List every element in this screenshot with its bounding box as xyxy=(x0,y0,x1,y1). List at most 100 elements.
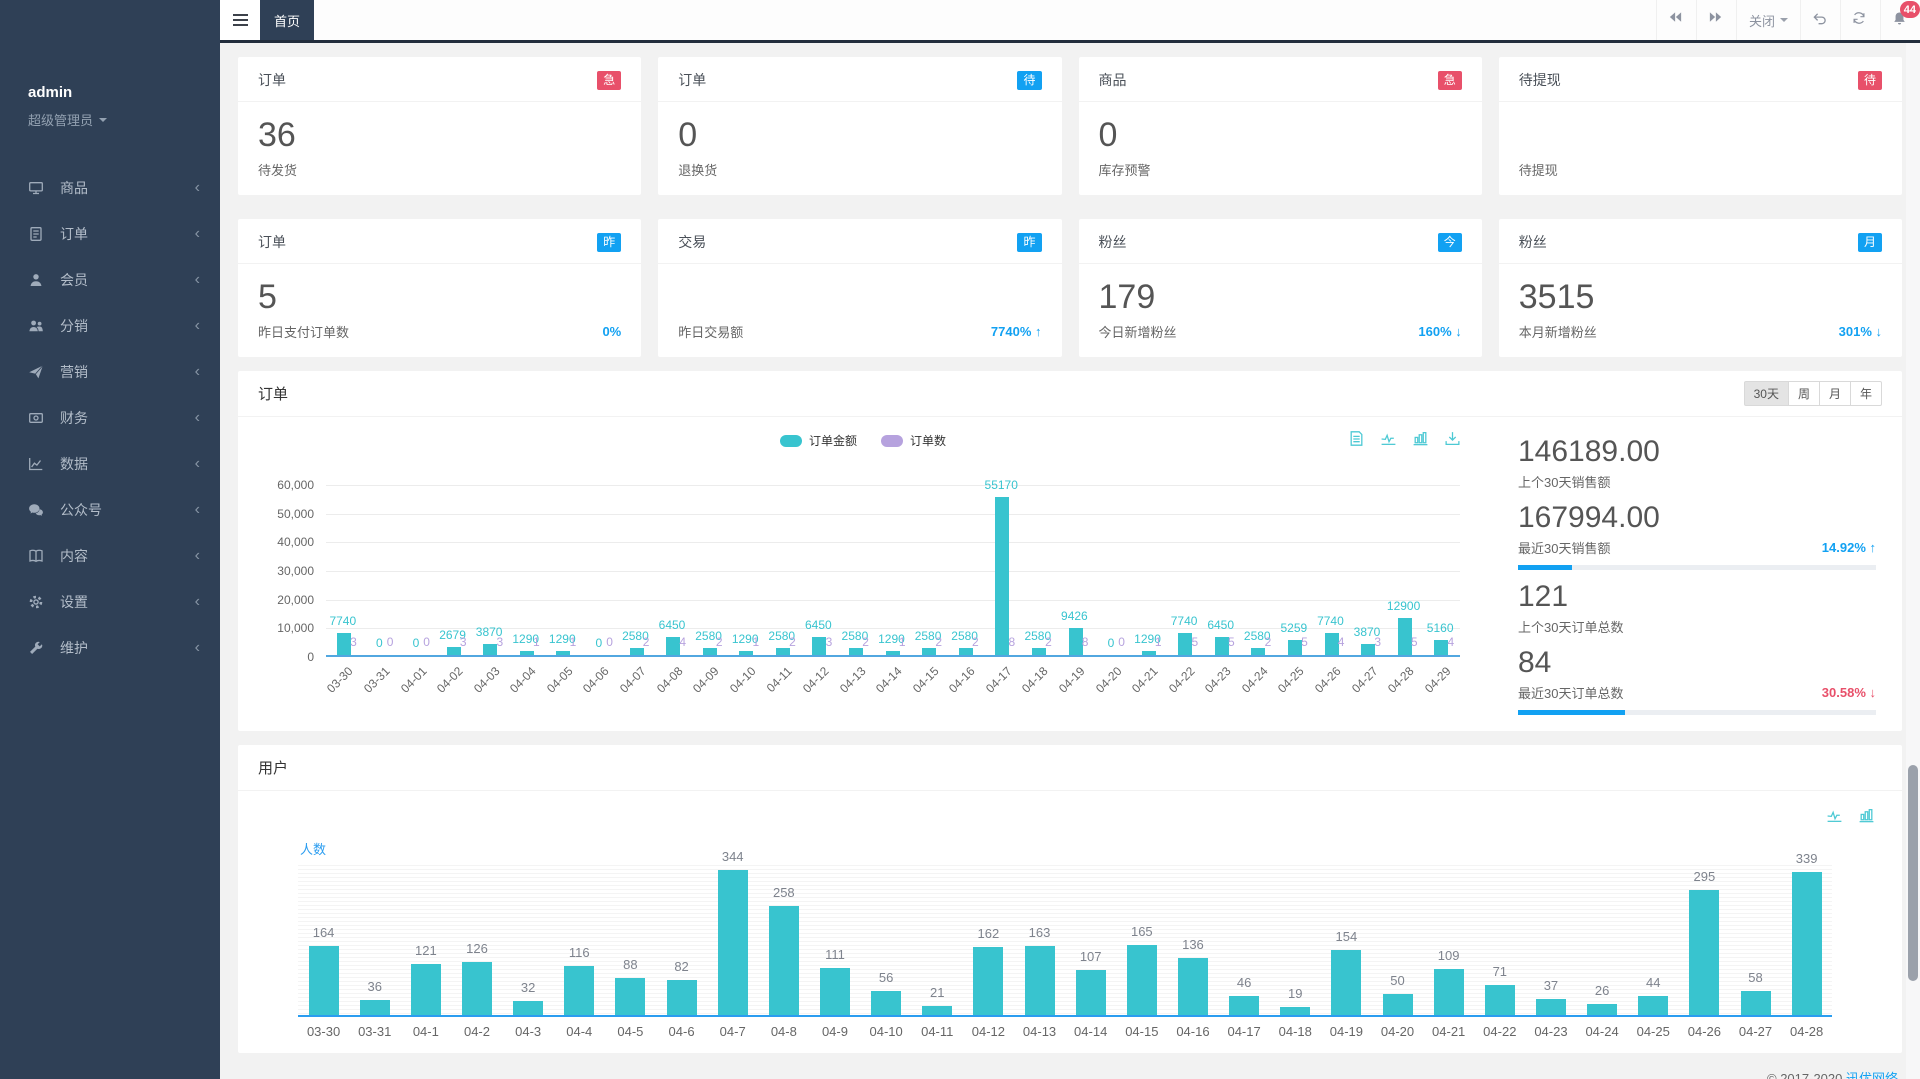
back-button[interactable] xyxy=(1800,0,1840,40)
role-dropdown[interactable]: 超级管理员 xyxy=(28,110,220,129)
order-amount-bar xyxy=(1324,633,1339,655)
x-tick-label: 04-23 xyxy=(1534,1024,1568,1039)
order-count-label: 0 xyxy=(423,635,430,649)
users-bar-group: 21 04-11 xyxy=(912,865,963,1039)
order-count-label: 2 xyxy=(1264,635,1272,649)
order-amount-bar xyxy=(1031,648,1046,655)
x-tick-label: 04-18 xyxy=(1278,1024,1312,1039)
marketing-icon xyxy=(28,364,47,381)
sidebar-item-distribution[interactable]: 分销 ‹ xyxy=(0,303,220,349)
user-count-label: 109 xyxy=(1437,948,1460,963)
grid-line xyxy=(326,513,1460,515)
sidebar-item-maintenance[interactable]: 维护 ‹ xyxy=(0,625,220,671)
sidebar-item-label: 商品 xyxy=(60,180,88,196)
order-count-label: 2 xyxy=(715,635,723,649)
orders-chart-legend: 订单金额 订单数 xyxy=(238,417,1488,449)
period-tab-1[interactable]: 周 xyxy=(1787,381,1820,406)
sidebar-item-marketing[interactable]: 营销 ‹ xyxy=(0,349,220,395)
sidebar-item-content[interactable]: 内容 ‹ xyxy=(0,533,220,579)
stat-card: 粉丝 月 3515 本月新增粉丝 301% ↓ xyxy=(1498,219,1902,357)
stat-card-title: 订单 xyxy=(678,72,707,88)
legend-label: 订单金额 xyxy=(808,434,857,448)
user-count-bar xyxy=(1177,958,1208,1015)
orders-bar-group: 1290 1 04-05 xyxy=(544,485,582,696)
sidebar-item-settings[interactable]: 设置 ‹ xyxy=(0,579,220,625)
user-count-label: 26 xyxy=(1594,983,1610,998)
order-count-label: 0 xyxy=(1118,635,1125,649)
sidebar-item-members[interactable]: 会员 ‹ xyxy=(0,257,220,303)
order-amount-label: 5259 xyxy=(1280,621,1308,635)
user-count-label: 82 xyxy=(674,959,689,974)
x-tick-label: 04-17 xyxy=(982,664,1015,696)
tab-home[interactable]: 首页 xyxy=(260,0,315,40)
user-count-label: 121 xyxy=(414,943,437,958)
prev-tab-button[interactable] xyxy=(1656,0,1696,40)
x-tick-label: 04-3 xyxy=(515,1024,542,1039)
users-bar-group: 116 04-4 xyxy=(554,865,605,1039)
close-tabs-dropdown[interactable]: 关闭 xyxy=(1736,0,1800,40)
user-count-bar xyxy=(1638,996,1669,1015)
y-tick-label: 0 xyxy=(307,650,314,664)
user-count-bar xyxy=(1229,996,1260,1015)
sidebar-item-goods[interactable]: 商品 ‹ xyxy=(0,165,220,211)
bar-chart-icon[interactable] xyxy=(1412,430,1430,448)
sidebar-item-official-account[interactable]: 公众号 ‹ xyxy=(0,487,220,533)
status-badge: 昨 xyxy=(1017,232,1042,252)
grid-line xyxy=(326,485,1460,486)
order-amount-bar xyxy=(1068,628,1083,655)
x-tick-label: 04-05 xyxy=(543,664,576,696)
x-tick-label: 04-6 xyxy=(668,1024,695,1039)
users-bar-group: 295 04-26 xyxy=(1679,865,1730,1039)
rewind-icon xyxy=(1668,11,1686,29)
line-chart-icon[interactable] xyxy=(1826,807,1844,825)
scrollbar-thumb[interactable] xyxy=(1908,765,1918,981)
order-count-label: 4 xyxy=(1447,635,1455,649)
stat-card-percent: 160% ↓ xyxy=(1418,324,1462,339)
stat-card: 订单 昨 5 昨日支付订单数 0% xyxy=(238,219,642,357)
order-count-label: 4 xyxy=(679,635,687,649)
x-tick-label: 04-15 xyxy=(1125,1024,1159,1039)
orders-bar-group: 2580 2 04-13 xyxy=(837,485,875,696)
next-tab-button[interactable] xyxy=(1696,0,1736,40)
user-count-label: 32 xyxy=(520,980,536,995)
grid-line xyxy=(326,542,1460,544)
sidebar-item-orders[interactable]: 订单 ‹ xyxy=(0,211,220,257)
legend-item[interactable]: 订单金额 xyxy=(779,432,857,449)
data-view-icon[interactable] xyxy=(1348,430,1366,448)
x-tick-label: 03-30 xyxy=(324,664,357,696)
refresh-button[interactable] xyxy=(1840,0,1880,40)
bar-chart-icon[interactable] xyxy=(1858,807,1876,825)
user-count-bar xyxy=(461,962,492,1015)
x-tick-label: 04-12 xyxy=(799,664,832,696)
download-icon[interactable] xyxy=(1444,430,1462,448)
order-amount-bar xyxy=(739,651,754,655)
period-tab-2[interactable]: 月 xyxy=(1818,381,1851,406)
stat-card-label: 待提现 xyxy=(1518,163,1558,178)
sidebar-item-finance[interactable]: 财务 ‹ xyxy=(0,395,220,441)
line-chart-icon[interactable] xyxy=(1380,430,1398,448)
legend-item[interactable]: 订单数 xyxy=(881,432,946,449)
orders-bar-group: 2580 2 04-24 xyxy=(1239,485,1277,696)
x-tick-label: 04-20 xyxy=(1380,1024,1415,1039)
status-badge: 今 xyxy=(1437,232,1462,252)
orders-chart-toolbox xyxy=(1348,430,1462,448)
chevron-left-icon: ‹ xyxy=(194,639,200,656)
user-count-bar xyxy=(1484,985,1515,1015)
status-badge: 急 xyxy=(1437,70,1462,90)
order-stat-label: 上个30天订单总数 xyxy=(1518,620,1624,635)
order-amount-label: 6450 xyxy=(1207,618,1235,632)
users-bar-group: 344 04-7 xyxy=(707,849,758,1039)
vendor-link[interactable]: 迅优网络 xyxy=(1845,1071,1898,1079)
orders-y-axis: 60,000 50,000 40,000 30,000 20,000 10,000 0 xyxy=(256,478,314,664)
notifications-button[interactable]: 44 xyxy=(1880,0,1920,40)
period-tab-0[interactable]: 30天 xyxy=(1743,381,1789,406)
users-bar-group: 163 04-13 xyxy=(1014,865,1065,1039)
user-count-bar xyxy=(1382,994,1413,1015)
sidebar-item-data[interactable]: 数据 ‹ xyxy=(0,441,220,487)
user-count-bar xyxy=(1689,890,1720,1015)
period-tab-3[interactable]: 年 xyxy=(1849,381,1882,406)
collapse-sidebar-button[interactable] xyxy=(220,0,260,40)
users-plot: 164 03-30 36 03-31 121 04-1 126 04-2 32 04-3 116 04… xyxy=(298,849,1832,1039)
x-tick-label: 03-30 xyxy=(306,1024,341,1039)
scrollbar-track[interactable] xyxy=(1906,43,1920,1079)
